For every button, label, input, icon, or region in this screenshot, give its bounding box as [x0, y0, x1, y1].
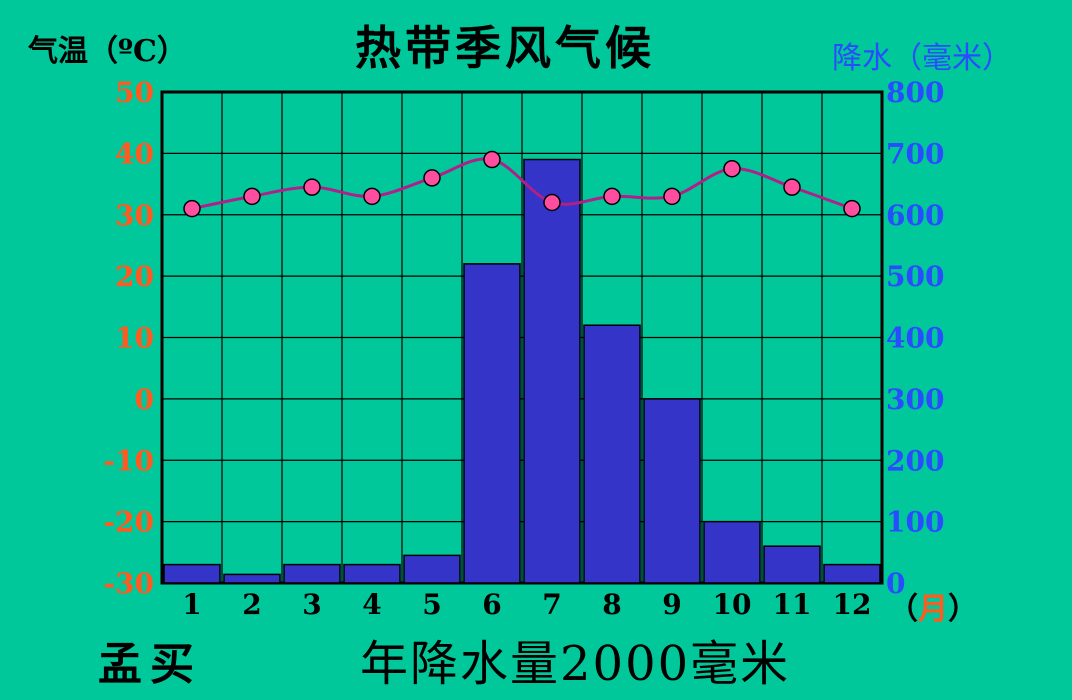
left-tick-label: 50: [115, 76, 154, 109]
x-tick-label: 9: [662, 588, 681, 621]
grid: [160, 90, 884, 585]
right-tick-label: 800: [886, 76, 944, 109]
left-tick-label: -10: [103, 444, 154, 477]
precip-bar-3: [283, 563, 341, 584]
precip-bars: [163, 158, 881, 584]
left-tick-label: 30: [115, 199, 154, 232]
temp-line: [183, 150, 861, 218]
temp-point-11: [783, 178, 801, 196]
precip-bar-4: [343, 563, 401, 584]
right-tick-label: 300: [886, 383, 944, 416]
x-tick-label: 1: [182, 588, 201, 621]
precip-bar-9: [643, 398, 701, 584]
left-tick-label: 0: [135, 383, 154, 416]
x-axis-unit: （月）: [888, 584, 978, 628]
right-ticks: 800 700 600 500 400 300 200 100 0: [886, 76, 944, 600]
y-axis-right-label: 降水（毫米）: [832, 41, 1012, 76]
x-tick-label: 6: [482, 588, 501, 621]
precip-bar-7: [523, 158, 581, 584]
temp-point-12: [843, 199, 861, 218]
unit-close: ）: [948, 592, 978, 627]
right-tick-label: 500: [886, 260, 944, 293]
temp-point-7: [543, 193, 561, 212]
temp-point-3: [303, 178, 321, 196]
x-tick-label: 11: [773, 588, 812, 621]
left-tick-label: -20: [103, 506, 154, 539]
temp-point-2: [243, 187, 261, 206]
left-tick-label: 20: [115, 260, 154, 293]
precip-bar-6: [463, 263, 521, 584]
right-tick-label: 600: [886, 199, 944, 232]
x-tick-label: 5: [422, 588, 441, 621]
annual-precipitation: 年降水量2000毫米: [360, 636, 791, 692]
right-tick-label: 400: [886, 322, 944, 355]
unit-open: （: [888, 592, 918, 627]
temp-point-9: [663, 187, 681, 206]
y-axis-left-label: 气温（ºC）: [28, 34, 187, 69]
x-tick-label: 12: [833, 588, 872, 621]
precip-bar-8: [583, 324, 641, 584]
x-ticks: 1 2 3 4 5 6 7 8 9 10 11 12: [182, 588, 871, 621]
chart-title: 热带季风气候: [355, 21, 655, 75]
x-tick-label: 7: [542, 588, 561, 621]
precip-bar-2: [223, 573, 281, 584]
left-tick-label: 40: [115, 137, 154, 170]
left-ticks: 50 40 30 20 10 0 -10 -20 -30: [103, 76, 154, 600]
x-tick-label: 8: [602, 588, 621, 621]
right-tick-label: 700: [886, 137, 944, 170]
temp-point-10: [723, 159, 741, 178]
left-tick-label: -30: [103, 567, 154, 600]
x-tick-label: 4: [362, 588, 381, 621]
plot-frame: [160, 90, 884, 585]
x-tick-label: 3: [302, 588, 321, 621]
right-tick-label: 100: [886, 506, 944, 539]
left-tick-label: 10: [115, 322, 154, 355]
precip-bar-5: [403, 554, 461, 584]
x-tick-label: 2: [242, 588, 261, 621]
temp-point-1: [183, 199, 201, 218]
precip-bar-10: [703, 520, 761, 584]
right-tick-label: 200: [886, 444, 944, 477]
temp-point-8: [603, 187, 621, 206]
x-tick-label: 10: [713, 588, 752, 621]
precip-bar-11: [763, 545, 821, 584]
unit-word: 月: [918, 592, 948, 627]
precip-bar-1: [163, 563, 221, 584]
temp-point-6: [483, 150, 501, 169]
city-name: 孟买: [98, 639, 202, 690]
temp-point-5: [423, 169, 441, 187]
temp-point-4: [363, 187, 381, 206]
precip-bar-12: [823, 563, 881, 584]
right-tick-label: 0: [886, 567, 905, 600]
